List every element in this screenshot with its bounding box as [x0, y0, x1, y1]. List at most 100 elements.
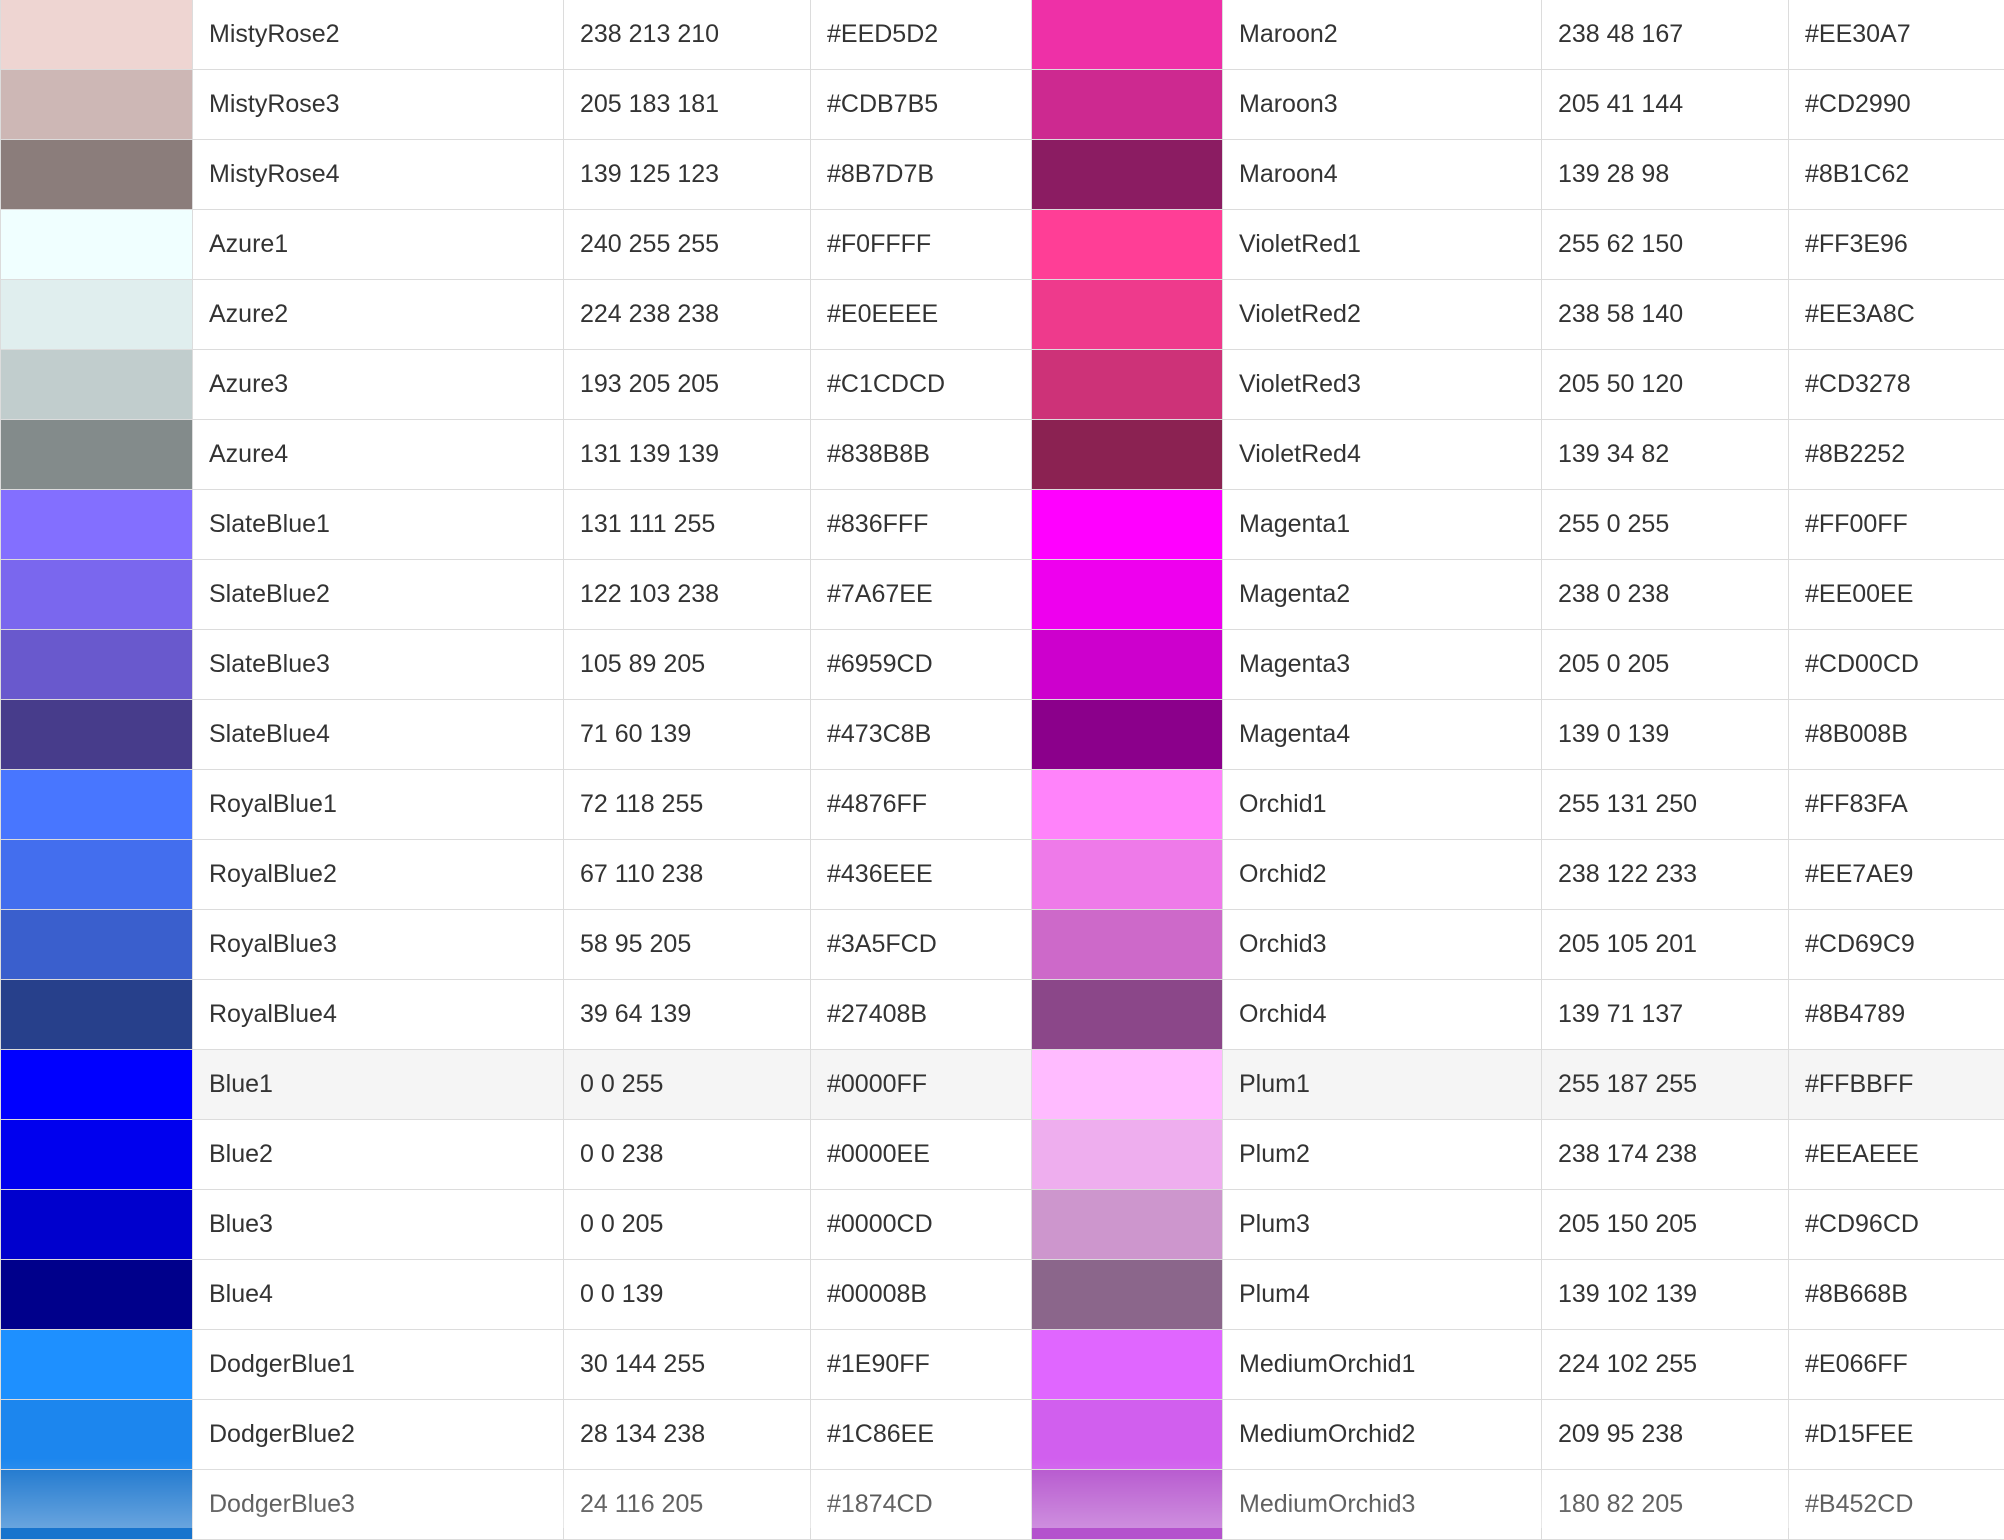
rgb-value-cell: 58 95 205 — [564, 910, 811, 980]
color-name-cell: DodgerBlue2 — [193, 1400, 564, 1470]
hex-value-cell: #EEAEEE — [1789, 1120, 2004, 1190]
color-name-cell: Orchid4 — [1223, 980, 1542, 1050]
color-swatch — [1, 1120, 193, 1190]
hex-value-cell: #D15FEE — [1789, 1400, 2004, 1470]
rgb-value-cell: 238 48 167 — [1542, 0, 1789, 70]
rgb-value-cell: 205 50 120 — [1542, 350, 1789, 420]
color-swatch — [1, 770, 193, 840]
rgb-value-cell: 205 105 201 — [1542, 910, 1789, 980]
color-swatch — [1, 700, 193, 770]
color-name-cell: Magenta3 — [1223, 630, 1542, 700]
color-name-cell: DodgerBlue1 — [193, 1330, 564, 1400]
hex-value-cell: #8B2252 — [1789, 420, 2004, 490]
hex-value-cell: #8B008B — [1789, 700, 2004, 770]
color-swatch — [1, 70, 193, 140]
rgb-value-cell: 67 110 238 — [564, 840, 811, 910]
hex-value-cell: #CD2990 — [1789, 70, 2004, 140]
hex-value-cell: #1C86EE — [811, 1400, 1032, 1470]
rgb-value-cell: 255 0 255 — [1542, 490, 1789, 560]
rgb-value-cell: 72 118 255 — [564, 770, 811, 840]
color-name-cell: Orchid3 — [1223, 910, 1542, 980]
rgb-value-cell: 131 139 139 — [564, 420, 811, 490]
rgb-value-cell: 255 131 250 — [1542, 770, 1789, 840]
color-name-cell: Blue2 — [193, 1120, 564, 1190]
rgb-value-cell: 122 103 238 — [564, 560, 811, 630]
rgb-value-cell: 139 102 139 — [1542, 1260, 1789, 1330]
color-swatch — [1, 280, 193, 350]
color-name-cell: VioletRed1 — [1223, 210, 1542, 280]
hex-value-cell: #EE30A7 — [1789, 0, 2004, 70]
color-name-cell: SlateBlue3 — [193, 630, 564, 700]
color-swatch — [1032, 490, 1223, 560]
color-name-cell: Azure1 — [193, 210, 564, 280]
hex-value-cell: #E066FF — [1789, 1330, 2004, 1400]
color-swatch — [1, 1050, 193, 1120]
color-swatch — [1032, 980, 1223, 1050]
hex-value-cell: #FF00FF — [1789, 490, 2004, 560]
color-name-cell: Plum3 — [1223, 1190, 1542, 1260]
color-swatch — [1032, 1120, 1223, 1190]
rgb-value-cell: 139 71 137 — [1542, 980, 1789, 1050]
hex-value-cell: #EE00EE — [1789, 560, 2004, 630]
hex-value-cell: #7A67EE — [811, 560, 1032, 630]
color-name-cell: RoyalBlue4 — [193, 980, 564, 1050]
rgb-value-cell: 205 0 205 — [1542, 630, 1789, 700]
color-name-cell: VioletRed4 — [1223, 420, 1542, 490]
hex-value-cell: #836FFF — [811, 490, 1032, 560]
color-swatch — [1032, 420, 1223, 490]
color-swatch — [1032, 0, 1223, 70]
color-swatch — [1032, 840, 1223, 910]
color-name-cell: Magenta1 — [1223, 490, 1542, 560]
hex-value-cell: #FF3E96 — [1789, 210, 2004, 280]
color-name-cell: VioletRed2 — [1223, 280, 1542, 350]
color-swatch — [1032, 1050, 1223, 1120]
rgb-value-cell: 238 58 140 — [1542, 280, 1789, 350]
color-swatch — [1032, 1260, 1223, 1330]
color-swatch — [1, 210, 193, 280]
hex-value-cell: #EE7AE9 — [1789, 840, 2004, 910]
hex-value-cell: #CD00CD — [1789, 630, 2004, 700]
rgb-value-cell: 224 238 238 — [564, 280, 811, 350]
hex-value-cell: #00008B — [811, 1260, 1032, 1330]
rgb-value-cell: 240 255 255 — [564, 210, 811, 280]
rgb-value-cell: 0 0 238 — [564, 1120, 811, 1190]
color-name-cell: Maroon3 — [1223, 70, 1542, 140]
color-name-cell: Plum4 — [1223, 1260, 1542, 1330]
hex-value-cell: #CD69C9 — [1789, 910, 2004, 980]
color-swatch — [1032, 350, 1223, 420]
color-swatch — [1, 1260, 193, 1330]
rgb-value-cell: 28 134 238 — [564, 1400, 811, 1470]
color-swatch — [1, 1400, 193, 1470]
rgb-value-cell: 139 0 139 — [1542, 700, 1789, 770]
color-swatch — [1, 490, 193, 560]
rgb-value-cell: 0 0 139 — [564, 1260, 811, 1330]
hex-value-cell: #436EEE — [811, 840, 1032, 910]
rgb-value-cell: 39 64 139 — [564, 980, 811, 1050]
rgb-value-cell: 139 28 98 — [1542, 140, 1789, 210]
rgb-value-cell: 209 95 238 — [1542, 1400, 1789, 1470]
rgb-value-cell: 139 125 123 — [564, 140, 811, 210]
rgb-value-cell: 30 144 255 — [564, 1330, 811, 1400]
color-swatch — [1, 1330, 193, 1400]
rgb-value-cell: 205 150 205 — [1542, 1190, 1789, 1260]
hex-value-cell: #CDB7B5 — [811, 70, 1032, 140]
color-swatch — [1, 420, 193, 490]
rgb-value-cell: 205 41 144 — [1542, 70, 1789, 140]
rgb-value-cell: 71 60 139 — [564, 700, 811, 770]
rgb-value-cell: 224 102 255 — [1542, 1330, 1789, 1400]
color-name-cell: MistyRose2 — [193, 0, 564, 70]
rgb-value-cell: 180 82 205 — [1542, 1470, 1789, 1540]
